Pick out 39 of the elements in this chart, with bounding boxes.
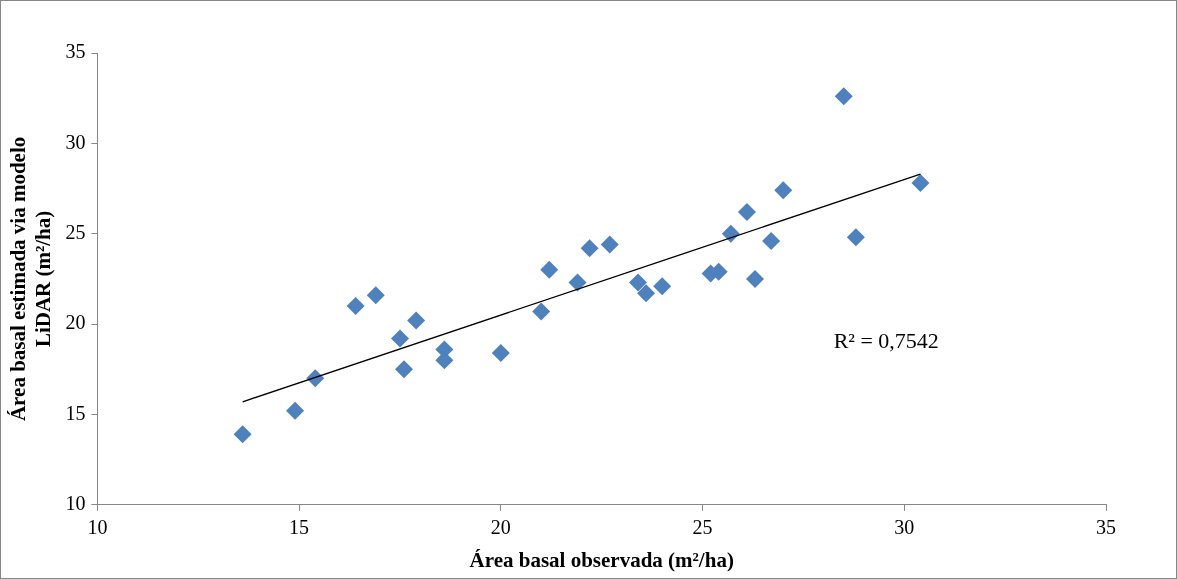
x-tick-label: 35: [1096, 516, 1116, 539]
point: [286, 401, 305, 420]
point: [846, 228, 865, 247]
y-axis-title: Área basal estimada via modelo LiDAR (m²/ha): [6, 136, 56, 422]
point: [491, 344, 510, 362]
x-tick-label: 30: [894, 516, 915, 539]
point: [746, 269, 765, 288]
point: [600, 235, 619, 254]
x-tick-label: 15: [289, 516, 310, 539]
point: [653, 277, 672, 296]
point: [911, 174, 930, 193]
point: [629, 273, 648, 292]
point: [834, 87, 853, 106]
point: [532, 302, 551, 321]
y-tick-label: 15: [65, 401, 86, 424]
point: [774, 181, 793, 200]
point: [540, 260, 559, 279]
point: [366, 286, 385, 305]
point: [390, 329, 409, 348]
annotation: R² = 0,7542: [833, 327, 939, 353]
point: [580, 239, 599, 258]
point: [346, 297, 365, 316]
point: [395, 360, 414, 379]
y-tick-label: 20: [65, 311, 86, 334]
point: [568, 273, 587, 292]
x-tick-label: 25: [692, 516, 713, 539]
point: [721, 224, 740, 243]
y-tick-label: 30: [65, 130, 86, 153]
point: [637, 284, 656, 303]
point: [737, 203, 756, 222]
x-tick-label: 20: [490, 516, 511, 539]
y-tick-label: 10: [65, 492, 86, 515]
point: [762, 231, 781, 250]
x-axis-title: Área basal observada (m²/ha): [469, 547, 734, 572]
point: [233, 425, 252, 444]
y-tick-label: 25: [65, 220, 86, 243]
y-tick-label: 35: [65, 40, 86, 63]
x-tick-label: 10: [87, 516, 108, 539]
point: [407, 311, 426, 330]
